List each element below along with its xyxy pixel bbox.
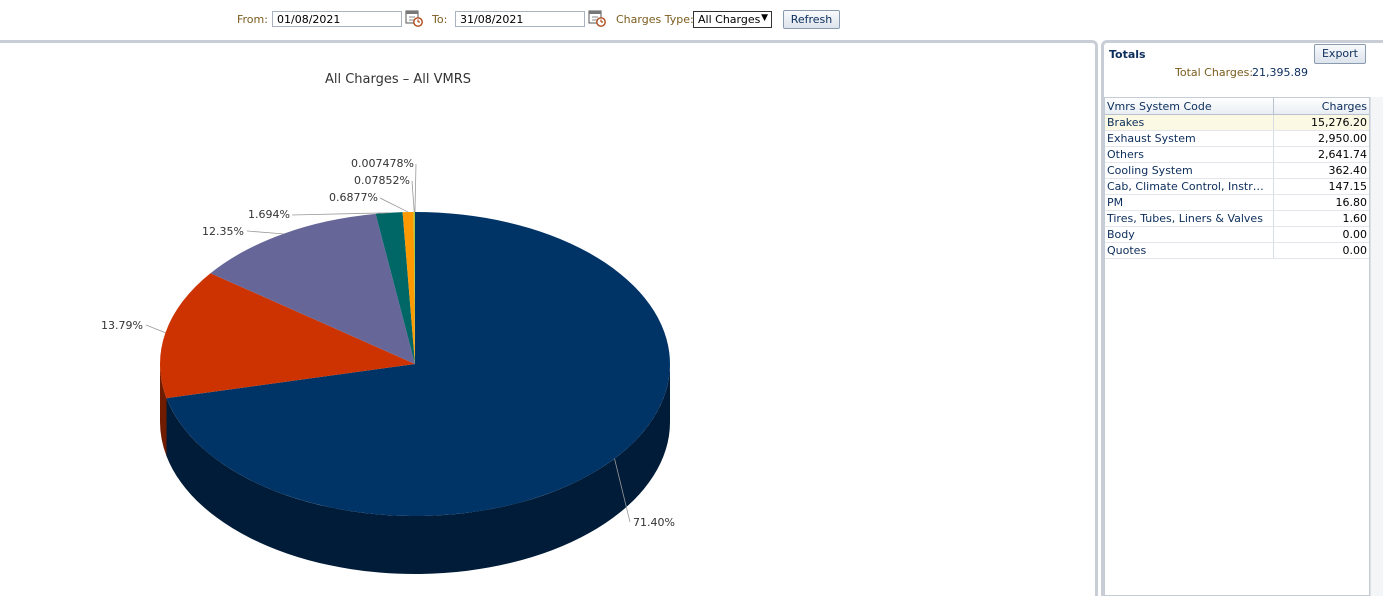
- column-header-charges[interactable]: Charges: [1273, 98, 1369, 115]
- pie-slices: [160, 211, 670, 517]
- pie-leader-line: [246, 230, 284, 235]
- cell-code: Cab, Climate Control, Instrume…: [1105, 178, 1274, 195]
- table-row[interactable]: Exhaust System 2,950.00: [1105, 130, 1369, 147]
- pie-labels: 71.40% 13.79% 12.35% 1.694% 0.6877% 0.07852% 0…: [101, 157, 675, 529]
- cell-charges: 1.60: [1273, 210, 1369, 227]
- pie-leader-line: [411, 180, 415, 213]
- pie-data-label: 71.40%: [633, 516, 675, 529]
- pie-data-label: 13.79%: [101, 319, 143, 332]
- cell-code: PM: [1105, 194, 1274, 211]
- cell-code: Brakes: [1105, 114, 1274, 131]
- cell-charges: 16.80: [1273, 194, 1369, 211]
- pie-data-label: 1.694%: [248, 208, 290, 221]
- charges-type-label: Charges Type:: [616, 13, 694, 26]
- pie-data-label: 0.6877%: [329, 191, 378, 204]
- pie-leader-line: [414, 163, 417, 213]
- from-date-input[interactable]: [272, 11, 402, 27]
- cell-charges: 0.00: [1273, 242, 1369, 259]
- table-row[interactable]: PM 16.80: [1105, 194, 1369, 211]
- table-row[interactable]: Cab, Climate Control, Instrume… 147.15: [1105, 178, 1369, 195]
- table-row[interactable]: Others 2,641.74: [1105, 146, 1369, 163]
- cell-charges: 147.15: [1273, 178, 1369, 195]
- totals-title: Totals: [1109, 48, 1146, 61]
- cell-charges: 2,641.74: [1273, 146, 1369, 163]
- cell-code: Others: [1105, 146, 1274, 163]
- to-date-input[interactable]: [455, 11, 585, 27]
- to-label: To:: [432, 13, 448, 26]
- pie-slice[interactable]: [160, 273, 415, 399]
- pie-slice-side: [166, 364, 671, 575]
- table-row[interactable]: Body 0.00: [1105, 226, 1369, 243]
- from-calendar-icon[interactable]: [405, 9, 423, 27]
- column-header-code[interactable]: Vmrs System Code: [1105, 98, 1274, 115]
- pie-data-label: 0.007478%: [351, 157, 414, 170]
- cell-charges: 2,950.00: [1273, 130, 1369, 147]
- chart-title: All Charges – All VMRS: [324, 72, 472, 87]
- pie-slice[interactable]: [166, 212, 670, 517]
- cell-code: Cooling System: [1105, 162, 1274, 179]
- to-calendar-icon[interactable]: [588, 9, 606, 27]
- cell-charges: 15,276.20: [1273, 114, 1369, 131]
- pie-leader-line: [379, 197, 409, 213]
- cell-code: Body: [1105, 226, 1274, 243]
- cell-code: Tires, Tubes, Liners & Valves: [1105, 210, 1274, 227]
- pie-slice[interactable]: [210, 213, 415, 364]
- cell-code: Quotes: [1105, 242, 1274, 259]
- pie-leader-line: [614, 458, 631, 523]
- table-row[interactable]: Brakes 15,276.20: [1105, 114, 1369, 131]
- pie-slice[interactable]: [413, 212, 415, 364]
- table-row[interactable]: Quotes 0.00: [1105, 242, 1369, 259]
- chevron-down-icon: ▼: [761, 13, 768, 23]
- pie-slice-side: [160, 364, 167, 457]
- charges-type-value: All Charges: [698, 13, 761, 26]
- pie-data-label: 0.07852%: [354, 174, 410, 187]
- table-scrollbar[interactable]: [1370, 97, 1383, 596]
- pie-side-walls: [160, 364, 671, 575]
- table-header-row: Vmrs System Code Charges: [1105, 98, 1369, 115]
- pie-slice[interactable]: [402, 212, 415, 364]
- from-label: From:: [237, 13, 268, 26]
- cell-charges: 0.00: [1273, 226, 1369, 243]
- table-row[interactable]: Tires, Tubes, Liners & Valves 1.60: [1105, 210, 1369, 227]
- total-charges-value: 21,395.89: [1252, 66, 1308, 79]
- pie-leader-line: [145, 324, 166, 334]
- refresh-button[interactable]: Refresh: [783, 10, 840, 29]
- total-charges-label: Total Charges:: [1175, 66, 1254, 79]
- pie-leader-line: [291, 212, 390, 216]
- charges-type-select[interactable]: All Charges ▼: [693, 11, 772, 28]
- charges-table: Vmrs System Code Charges Brakes 15,276.20…: [1104, 97, 1370, 596]
- export-button[interactable]: Export: [1314, 44, 1366, 64]
- cell-charges: 362.40: [1273, 162, 1369, 179]
- pie-data-label: 12.35%: [202, 225, 244, 238]
- pie-chart: 71.40% 13.79% 12.35% 1.694% 0.6877% 0.07852% 0…: [101, 157, 675, 575]
- table-row[interactable]: Cooling System 362.40: [1105, 162, 1369, 179]
- cell-code: Exhaust System: [1105, 130, 1274, 147]
- pie-slice[interactable]: [375, 212, 415, 364]
- filter-toolbar: From: To: Charges Type: All Charges ▼ Re…: [0, 0, 1383, 40]
